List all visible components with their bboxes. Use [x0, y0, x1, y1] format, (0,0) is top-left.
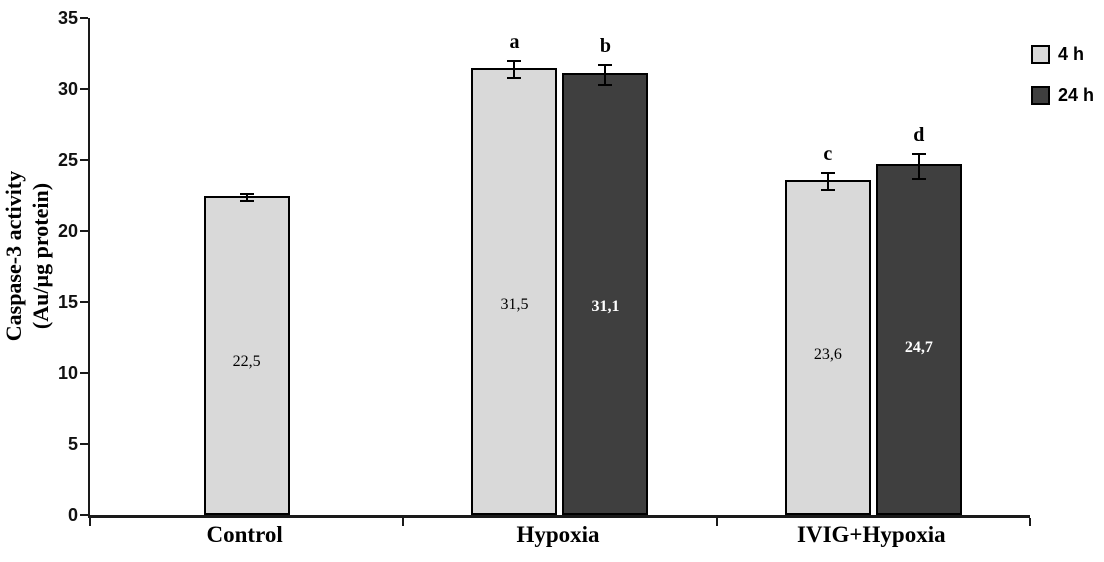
legend-label: 24 h: [1057, 85, 1094, 105]
bar-value-label: 22,5: [232, 353, 261, 371]
y-tick-label-30: 30: [57, 79, 78, 99]
error-bar: [245, 193, 248, 202]
y-tick-mark-10: [80, 372, 88, 374]
x-tick-mark-1: [402, 518, 405, 526]
bar-group-control: 22,5: [90, 18, 403, 515]
y-tick-mark-5: [80, 443, 88, 445]
y-tick-label-5: 5: [67, 434, 78, 454]
bar-value-label: 31,1: [591, 298, 620, 316]
y-tick-label-10: 10: [57, 363, 78, 383]
bar-4h-hypoxia: 31,5 a: [471, 31, 558, 515]
x-tick-mark-2: [715, 518, 718, 526]
legend-swatch-24h: [1030, 86, 1050, 105]
x-tick-mark-0: [89, 518, 91, 526]
error-bar-cap-bottom: [820, 189, 835, 192]
bar-24h-ivig+hypoxia: 24,7 d: [875, 124, 962, 515]
legend: 4 h 24 h: [1030, 44, 1094, 106]
significance-letter-c: c: [823, 143, 833, 166]
y-tick-mark-30: [80, 88, 88, 90]
significance-letter-a: a: [509, 31, 520, 54]
bar-4h-control: 22,5: [203, 192, 290, 515]
y-tick-label-20: 20: [57, 221, 78, 241]
error-bar-cap-top: [820, 172, 835, 175]
x-axis-label-hypoxia: Hypoxia: [516, 522, 600, 547]
significance-letter-b: b: [599, 35, 612, 58]
error-bar: [604, 65, 607, 86]
y-tick-mark-25: [80, 159, 88, 161]
bar-group-ivig+hypoxia: 23,6 c 24,7 d: [717, 18, 1030, 515]
legend-item-4h: 4 h: [1030, 44, 1094, 65]
error-bar-cap-top: [239, 192, 254, 195]
error-bar-cap-bottom: [911, 178, 926, 181]
bar-value-label: 23,6: [813, 346, 842, 364]
bar-value-label: 24,7: [904, 338, 933, 356]
significance-letter-d: d: [913, 123, 925, 146]
x-axis-label-ivig+hypoxia: IVIG+Hypoxia: [797, 522, 946, 547]
y-tick-label-0: 0: [67, 505, 78, 525]
y-tick-mark-15: [80, 301, 88, 303]
legend-swatch-4h: [1030, 45, 1050, 64]
y-tick-label-15: 15: [57, 292, 78, 312]
bar-24h-hypoxia: 31,1 b: [562, 35, 649, 515]
x-tick-mark-3: [1029, 518, 1031, 526]
y-tick-mark-35: [80, 17, 88, 19]
bar-4h-ivig+hypoxia: 23,6 c: [784, 143, 871, 515]
error-bar: [513, 61, 516, 79]
error-bar: [917, 153, 920, 180]
y-tick-label-25: 25: [57, 150, 78, 170]
legend-label: 4 h: [1057, 44, 1084, 64]
x-axis-label-control: Control: [206, 522, 283, 547]
bar-value-label: 31,5: [500, 295, 529, 313]
y-axis-tick-labels: 0 5 10 15 20 25 30 35: [34, 8, 78, 525]
error-bar-cap-bottom: [507, 77, 522, 80]
error-bar-cap-top: [507, 60, 522, 63]
y-tick-label-35: 35: [57, 8, 78, 28]
x-axis-labels: Control Hypoxia IVIG+Hypoxia: [88, 522, 1028, 558]
legend-item-24h: 24 h: [1030, 85, 1094, 106]
y-tick-mark-20: [80, 230, 88, 232]
error-bar: [826, 173, 829, 191]
error-bar-cap-bottom: [239, 200, 254, 203]
bar-group-hypoxia: 31,5 a 31,1 b: [403, 18, 716, 515]
plot-area: 22,5 31,5 a 31,1 b 23,6 c 24,7 d: [80, 17, 1031, 526]
error-bar-cap-top: [598, 64, 613, 67]
error-bar-cap-top: [911, 152, 926, 155]
y-tick-mark-0: [80, 514, 88, 516]
error-bar-cap-bottom: [598, 84, 613, 87]
